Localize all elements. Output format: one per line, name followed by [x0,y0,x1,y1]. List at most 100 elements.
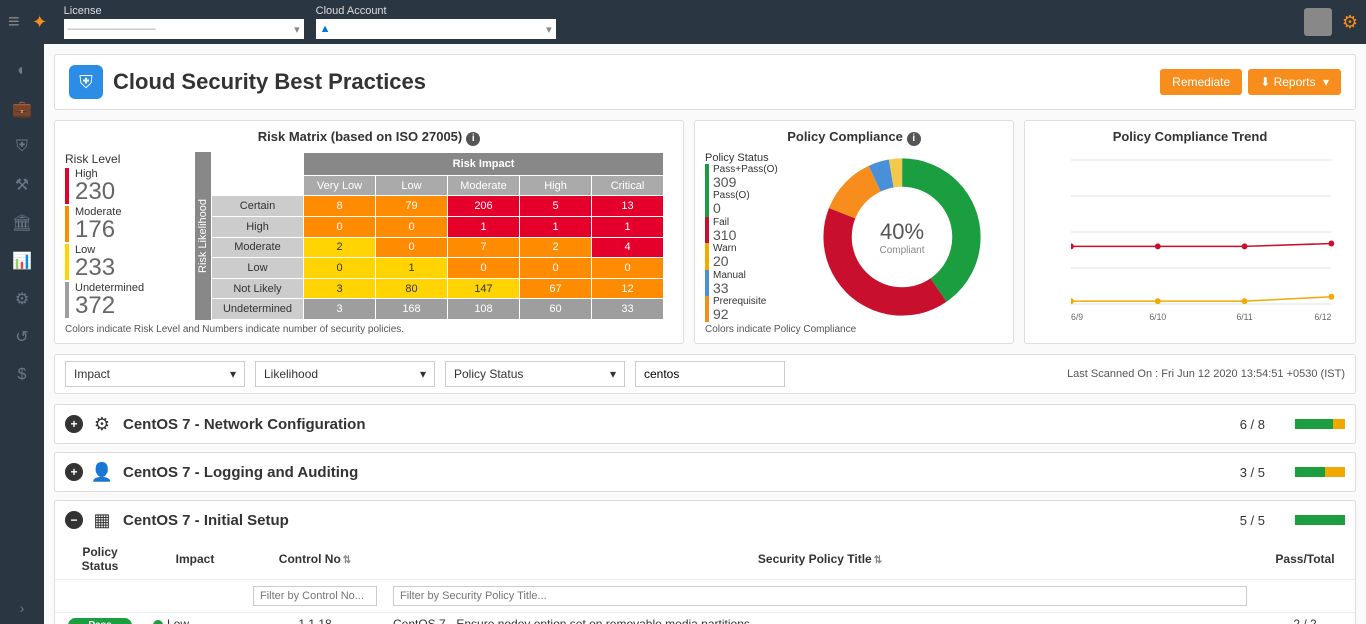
matrix-cell[interactable]: 3 [304,278,376,299]
matrix-cell[interactable]: 7 [448,237,520,258]
matrix-cell[interactable]: 108 [448,299,520,320]
matrix-cell[interactable]: 33 [592,299,664,320]
page-title: Cloud Security Best Practices [113,69,426,95]
matrix-row-header: Undetermined [212,299,304,320]
nav-gavel-icon[interactable]: ⚒ [0,166,44,204]
matrix-cell[interactable]: 4 [592,237,664,258]
risk-level-item: Moderate176 [65,206,185,242]
matrix-col-header: Low [376,175,448,196]
category-item: − ▦ CentOS 7 - Initial Setup 5 / 5 Polic… [54,500,1356,624]
info-icon[interactable]: i [907,132,921,146]
matrix-row-header: Not Likely [212,278,304,299]
category-progress-bar [1295,515,1345,525]
matrix-cell[interactable]: 0 [448,258,520,279]
reports-button[interactable]: ⬇ Reports ▾ [1248,69,1341,95]
matrix-cell[interactable]: 13 [592,196,664,217]
matrix-cell[interactable]: 8 [304,196,376,217]
matrix-cell[interactable]: 79 [376,196,448,217]
matrix-cell[interactable]: 0 [376,237,448,258]
sidebar-expand-icon[interactable]: › [20,600,25,616]
col-pass-total[interactable]: Pass/Total [1255,539,1355,580]
category-header[interactable]: − ▦ CentOS 7 - Initial Setup 5 / 5 [55,501,1355,539]
nav-briefcase-icon[interactable]: 💼 [0,90,44,128]
category-count: 6 / 8 [1240,417,1265,432]
nav-history-icon[interactable]: ↺ [0,318,44,356]
license-select[interactable]: ————————▾ [64,19,304,39]
compliance-title: Policy Compliancei [705,129,1003,146]
filter-control-input[interactable] [253,586,377,606]
hamburger-icon[interactable]: ≡ [8,11,20,34]
likelihood-filter[interactable]: Likelihood▾ [255,361,435,387]
matrix-cell[interactable]: 0 [520,258,592,279]
category-item: + ⚙ CentOS 7 - Network Configuration 6 /… [54,404,1356,444]
compliance-donut: 40% Compliant [801,152,1003,322]
search-input[interactable] [635,361,785,387]
nav-dashboard-icon[interactable]: ◐ [0,52,44,90]
matrix-cell[interactable]: 80 [376,278,448,299]
matrix-cell[interactable]: 1 [520,216,592,237]
matrix-cell[interactable]: 0 [304,258,376,279]
matrix-cell[interactable]: 5 [520,196,592,217]
col-title[interactable]: Security Policy Title⇅ [385,539,1255,580]
matrix-cell[interactable]: 1 [448,216,520,237]
policy-status-filter[interactable]: Policy Status▾ [445,361,625,387]
remediate-button[interactable]: Remediate [1160,69,1242,95]
impact-filter[interactable]: Impact▾ [65,361,245,387]
category-header[interactable]: + 👤 CentOS 7 - Logging and Auditing 3 / … [55,453,1355,491]
category-icon: ▦ [91,509,113,531]
matrix-cell[interactable]: 67 [520,278,592,299]
nav-analytics-icon[interactable]: 📊 [0,242,44,280]
matrix-cell[interactable]: 2 [304,237,376,258]
svg-text:6/12: 6/12 [1314,312,1331,322]
category-title: CentOS 7 - Logging and Auditing [123,464,358,481]
category-header[interactable]: + ⚙ CentOS 7 - Network Configuration 6 /… [55,405,1355,443]
status-list: Policy Status Pass+Pass(O)309Pass(O)0Fai… [705,152,795,322]
matrix-cell[interactable]: 60 [520,299,592,320]
status-item: Pass+Pass(O)309 [705,164,795,190]
status-item: Fail310 [705,217,795,243]
matrix-cell[interactable]: 0 [376,216,448,237]
cloud-account-select[interactable]: ▲ Azure_▾ [316,19,556,39]
col-control-no[interactable]: Control No⇅ [245,539,385,580]
matrix-row-header: High [212,216,304,237]
page-header: ⛨ Cloud Security Best Practices Remediat… [54,54,1356,110]
matrix-cell[interactable]: 147 [448,278,520,299]
matrix-cell[interactable]: 3 [304,299,376,320]
status-item: Prerequisite92 [705,296,795,322]
app-logo-icon[interactable]: ✦ [28,10,52,34]
filter-title-input[interactable] [393,586,1247,606]
category-title: CentOS 7 - Initial Setup [123,512,289,529]
policy-row[interactable]: Pass Low 1.1.18 CentOS 7 - Ensure nodev … [55,613,1355,624]
trend-panel: Policy Compliance Trend 100%75%50%25%0%6… [1024,120,1356,344]
matrix-cell[interactable]: 12 [592,278,664,299]
nav-billing-icon[interactable]: $ [0,356,44,394]
col-impact[interactable]: Impact [145,539,245,580]
risk-levels: Risk Level High230Moderate176Low233Undet… [65,152,185,320]
matrix-cell[interactable]: 1 [376,258,448,279]
cloud-account-label: Cloud Account [316,5,556,17]
nav-institution-icon[interactable]: 🏛 [0,204,44,242]
matrix-cell[interactable]: 0 [304,216,376,237]
avatar[interactable] [1304,8,1332,36]
svg-text:6/10: 6/10 [1149,312,1166,322]
trend-chart: 100%75%50%25%0%6/96/106/116/12 [1035,150,1345,335]
expand-icon[interactable]: + [65,463,83,481]
download-icon: ⬇ [1260,75,1270,89]
col-policy-status[interactable]: Policy Status [55,539,145,580]
nav-shield-icon[interactable]: ⛨ [0,128,44,166]
risk-level-item: Low233 [65,244,185,280]
matrix-cell[interactable]: 0 [592,258,664,279]
matrix-cell[interactable]: 2 [520,237,592,258]
expand-icon[interactable]: + [65,415,83,433]
matrix-cell[interactable]: 1 [592,216,664,237]
matrix-cell[interactable]: 168 [376,299,448,320]
settings-sliders-icon[interactable]: ⚙ [1342,12,1358,33]
nav-gear-icon[interactable]: ⚙ [0,280,44,318]
compliance-footnote: Colors indicate Policy Compliance [705,324,1003,335]
sort-icon: ⇅ [343,555,351,566]
impact-dot-icon [153,620,163,624]
matrix-row-header: Moderate [212,237,304,258]
matrix-cell[interactable]: 206 [448,196,520,217]
info-icon[interactable]: i [466,132,480,146]
collapse-icon[interactable]: − [65,511,83,529]
